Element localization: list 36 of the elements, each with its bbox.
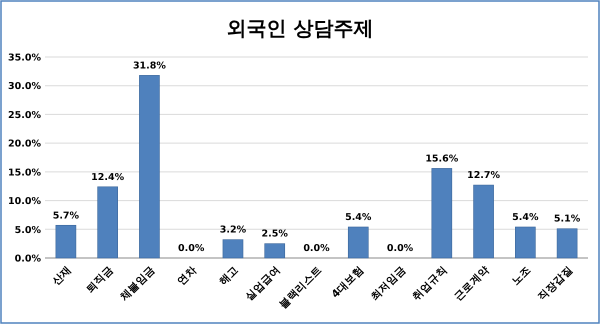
y-tick-label: 5.0% — [14, 224, 42, 236]
bar — [473, 184, 494, 258]
data-label: 12.7% — [467, 170, 501, 182]
y-tick-label: 30.0% — [8, 81, 42, 92]
bar — [97, 186, 118, 258]
y-tick-label: 15.0% — [8, 167, 42, 178]
data-label: 5.4% — [345, 212, 372, 223]
bar — [348, 226, 369, 258]
bar — [139, 75, 160, 258]
data-label: 0.0% — [178, 243, 205, 254]
data-label: 15.6% — [425, 153, 459, 164]
x-tick-label: 연차 — [175, 264, 200, 288]
y-tick-label: 35.0% — [8, 52, 42, 64]
y-tick-label: 20.0% — [8, 138, 42, 150]
data-label: 5.1% — [554, 214, 581, 225]
data-label: 5.7% — [52, 210, 80, 222]
data-label: 3.2% — [220, 224, 247, 236]
x-tick-label: 산재 — [50, 264, 74, 288]
bar — [56, 224, 76, 258]
data-label: 5.4% — [512, 212, 539, 223]
bar — [556, 228, 578, 258]
data-label: 0.0% — [386, 243, 414, 254]
y-tick-label: 0.0% — [14, 254, 42, 264]
data-label: 2.5% — [262, 228, 288, 240]
bar — [515, 226, 536, 258]
bar — [264, 243, 286, 258]
bar — [431, 168, 452, 258]
data-label: 31.8% — [132, 60, 166, 72]
x-tick-label: 노조 — [509, 264, 534, 288]
data-label: 12.4% — [91, 172, 125, 183]
y-tick-label: 10.0% — [8, 196, 42, 208]
x-tick-label: 해고 — [217, 264, 242, 288]
data-label: 0.0% — [303, 243, 330, 254]
bar — [222, 239, 244, 258]
chart-title: 외국인 상담주제 — [226, 16, 374, 40]
y-tick-label: 25.0% — [8, 110, 42, 121]
